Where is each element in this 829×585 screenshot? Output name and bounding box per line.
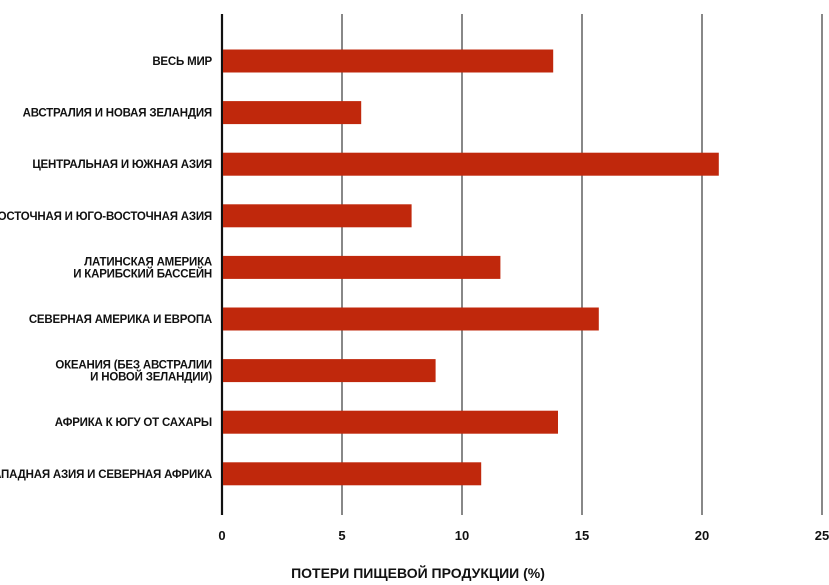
x-tick-label-15: 15	[575, 528, 589, 543]
category-label-0: ВЕСЬ МИР	[152, 56, 212, 68]
bar-6	[223, 359, 436, 383]
x-tick-label-0: 0	[218, 528, 225, 543]
bar-0	[223, 49, 554, 73]
category-label-8: ЗАПАДНАЯ АЗИЯ И СЕВЕРНАЯ АФРИКА	[0, 469, 212, 481]
category-label-1: АВСТРАЛИЯ И НОВАЯ ЗЕЛАНДИЯ	[23, 108, 212, 120]
x-tick-label-10: 10	[455, 528, 469, 543]
category-label-4: ЛАТИНСКАЯ АМЕРИКА И КАРИБСКИЙ БАССЕЙН	[73, 256, 212, 280]
grid-lines	[220, 14, 823, 515]
category-label-7: АФРИКА К ЮГУ ОТ САХАРЫ	[55, 417, 212, 429]
category-label-2: ЦЕНТРАЛЬНАЯ И ЮЖНАЯ АЗИЯ	[32, 159, 212, 171]
bar-3	[223, 204, 412, 228]
bar-1	[223, 101, 362, 125]
bar-4	[223, 255, 501, 279]
bar-8	[223, 462, 482, 486]
category-label-6: ОКЕАНИЯ (БЕЗ АВСТРАЛИИ И НОВОЙ ЗЕЛАНДИИ)	[55, 360, 212, 384]
x-tick-label-20: 20	[695, 528, 709, 543]
x-axis-title: ПОТЕРИ ПИЩЕВОЙ ПРОДУКЦИИ (%)	[291, 564, 545, 581]
bar-2	[223, 152, 719, 176]
x-tick-labels: 0 5 10 15 20 25	[218, 528, 829, 543]
bars	[223, 49, 719, 486]
category-labels: ВЕСЬ МИР АВСТРАЛИЯ И НОВАЯ ЗЕЛАНДИЯ ЦЕНТРА…	[0, 56, 213, 481]
category-label-3: ВОСТОЧНАЯ И ЮГО-ВОСТОЧНАЯ АЗИЯ	[0, 211, 212, 223]
category-label-5: СЕВЕРНАЯ АМЕРИКА И ЕВРОПА	[29, 314, 212, 326]
bar-5	[223, 307, 599, 331]
x-tick-label-5: 5	[338, 528, 345, 543]
x-tick-label-25: 25	[815, 528, 829, 543]
bar-7	[223, 410, 558, 434]
